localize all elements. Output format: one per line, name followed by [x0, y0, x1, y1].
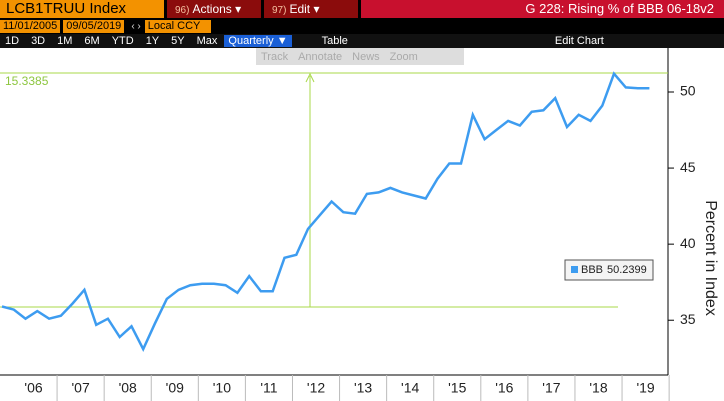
y-axis-title: Percent in Index [702, 200, 719, 316]
period-button[interactable]: 3D [31, 35, 46, 47]
window-title: G 228: Rising % of BBB 06-18v2 [361, 0, 724, 18]
series-line [1, 71, 650, 352]
period-button[interactable]: 1D [5, 35, 20, 47]
period-button[interactable]: YTD [111, 35, 134, 47]
y-tick-label: 35 [680, 311, 696, 327]
x-tick-label: '18 [589, 380, 607, 396]
x-axis-bg [0, 375, 724, 401]
x-tick-label: '16 [495, 380, 513, 396]
nav[interactable]: ‹ › [131, 20, 141, 32]
legend: BBB 50.2399 [564, 259, 654, 281]
tool-button[interactable]: Annotate [298, 50, 343, 63]
x-tick-label: '17 [542, 380, 560, 396]
legend-swatch [571, 266, 578, 273]
x-tick-label: '10 [213, 380, 231, 396]
x-tick-label: '14 [401, 380, 419, 396]
frequency[interactable]: Quarterly ▼ [224, 35, 292, 47]
period-button[interactable]: Max [196, 35, 218, 47]
legend-label: BBB 50.2399 [581, 264, 647, 276]
period-button[interactable]: 5Y [171, 35, 185, 47]
y-tick-label: 50 [680, 83, 696, 99]
annotation: 15.3385 [5, 74, 49, 88]
annotation-arrow [305, 72, 315, 83]
x-tick-label: '15 [448, 380, 466, 396]
x-tick-label: '19 [636, 380, 654, 396]
y-tick-label: 40 [680, 235, 696, 251]
period-button[interactable]: 1Y [145, 35, 160, 47]
plot-bg [0, 48, 724, 375]
x-tick-label: '12 [307, 380, 325, 396]
chart: 15.3385 Percent in Index 35 40 45 50 '06 '07 '… [0, 48, 724, 401]
tool-button[interactable]: News [352, 50, 380, 63]
x-tick-label: '13 [354, 380, 372, 396]
hotkey: 96) [175, 5, 190, 16]
period-button[interactable]: 1M [57, 35, 73, 47]
top-bar: LCB1TRUU Index 96) Actions ▾ 97) Edit ▾ G … [0, 0, 724, 18]
x-tick-label: '11 [260, 380, 277, 396]
edit-chart[interactable]: Edit Chart [554, 35, 604, 47]
menu-label: Edit [289, 2, 311, 16]
legend-value: 50.2399 [607, 264, 647, 276]
period-bar: 1D 3D 1M 6M YTD 1Y 5Y Max Quarterly ▼ Table Edit… [0, 34, 724, 48]
y-tick-label: 45 [680, 159, 696, 175]
edit-menu[interactable]: 97) Edit ▾ [264, 0, 358, 18]
table-button[interactable]: Table [321, 35, 348, 47]
tool-button[interactable]: Track [261, 50, 289, 63]
tool-button[interactable]: Zoom [389, 50, 418, 63]
ticker[interactable]: LCB1TRUU Index [0, 0, 164, 18]
chart-tools: Track Annotate News Zoom [256, 48, 464, 65]
x-tick-label: '07 [71, 380, 89, 396]
range-bar: 11/01/2005 09/05/2019 ‹ › Local CCY [0, 19, 724, 33]
actions-menu[interactable]: 96) Actions ▾ [167, 0, 261, 18]
legend-box [564, 259, 654, 281]
x-tick-label: '09 [166, 380, 184, 396]
x-tick-label: '06 [24, 380, 42, 396]
end-date[interactable]: 09/05/2019 [63, 19, 125, 33]
menu-label: Actions [192, 2, 232, 16]
frequency-label: Quarterly [228, 35, 274, 47]
start-date[interactable]: 11/01/2005 [0, 19, 61, 33]
period-button[interactable]: 6M [84, 35, 100, 47]
x-tick-label: '08 [119, 380, 137, 396]
currency[interactable]: Local CCY [144, 19, 211, 33]
legend-name: BBB [581, 264, 603, 276]
hotkey: 97) [272, 5, 287, 16]
